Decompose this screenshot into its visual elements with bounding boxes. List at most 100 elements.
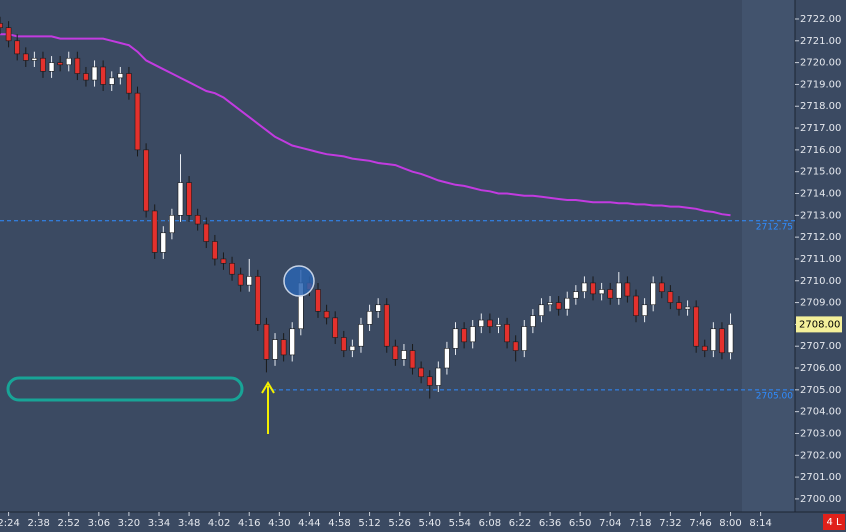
y-tick-label: 2701.00 bbox=[800, 472, 841, 483]
y-tick-label: 2706.00 bbox=[800, 363, 841, 374]
candle-body bbox=[564, 297, 571, 310]
candle-body bbox=[246, 276, 253, 286]
level-label: 2705.00 bbox=[756, 391, 793, 401]
x-tick-label: 6:36 bbox=[539, 518, 561, 529]
x-tick-label: 8:00 bbox=[719, 518, 741, 529]
candle-body bbox=[375, 304, 381, 312]
candle-body bbox=[160, 232, 167, 253]
candle-body bbox=[667, 291, 674, 303]
candle-body bbox=[538, 304, 545, 316]
y-tick-label: 2716.00 bbox=[800, 145, 841, 156]
highlight-circle bbox=[283, 265, 315, 297]
x-tick-label: 4:16 bbox=[238, 518, 260, 529]
candle-body bbox=[143, 149, 149, 212]
y-tick-label: 2710.00 bbox=[800, 276, 841, 287]
future-area bbox=[742, 0, 795, 512]
level-label: 2712.75 bbox=[756, 222, 793, 232]
x-tick-label: 6:08 bbox=[479, 518, 501, 529]
x-tick-label: 3:20 bbox=[118, 518, 140, 529]
y-tick-label: 2703.00 bbox=[800, 428, 841, 439]
candle-body bbox=[48, 62, 55, 72]
x-tick-label: 4:02 bbox=[208, 518, 230, 529]
candle-body bbox=[358, 324, 364, 347]
candle-body bbox=[426, 376, 433, 386]
badge-box bbox=[823, 514, 845, 530]
candle-body bbox=[134, 92, 141, 151]
y-tick-label: 2719.00 bbox=[800, 79, 841, 90]
candle-body bbox=[366, 311, 373, 325]
y-tick-label: 2714.00 bbox=[800, 188, 841, 199]
x-tick-label: 5:40 bbox=[418, 518, 440, 529]
candle-body bbox=[5, 27, 12, 42]
y-tick-label: 2704.00 bbox=[800, 407, 841, 418]
candle-body bbox=[14, 40, 20, 55]
candle-body bbox=[701, 345, 708, 351]
arrow-head bbox=[261, 381, 275, 394]
candle-body bbox=[727, 324, 734, 354]
y-tick-label: 2711.00 bbox=[800, 254, 841, 265]
x-tick-label: 3:34 bbox=[148, 518, 170, 529]
candle-body bbox=[22, 53, 29, 61]
x-tick-label: 4:30 bbox=[268, 518, 290, 529]
candle-body bbox=[719, 328, 725, 354]
candle-body bbox=[684, 306, 691, 310]
candle-body bbox=[237, 273, 244, 286]
plot bbox=[0, 16, 795, 399]
x-tick-label: 3:48 bbox=[178, 518, 200, 529]
candle-body bbox=[418, 367, 424, 378]
x-tick-label: 5:54 bbox=[449, 518, 471, 529]
candle-body bbox=[212, 241, 218, 260]
candle-body bbox=[607, 289, 614, 299]
candle-body bbox=[693, 306, 699, 347]
y-tick-label: 2700.00 bbox=[800, 494, 841, 505]
candle-body bbox=[229, 263, 235, 275]
y-tick-label: 2721.00 bbox=[800, 36, 841, 47]
candle-body bbox=[315, 289, 321, 312]
y-tick-label: 2718.00 bbox=[800, 101, 841, 112]
candle-body bbox=[349, 345, 356, 351]
candle-body bbox=[255, 276, 261, 325]
candle-body bbox=[624, 282, 631, 297]
candle-body bbox=[177, 182, 184, 216]
candle-body bbox=[478, 319, 485, 327]
candle-body bbox=[590, 282, 596, 295]
candle-body bbox=[57, 62, 63, 66]
candle-body bbox=[117, 73, 124, 79]
candle-body bbox=[555, 302, 562, 310]
y-tick-label: 2702.00 bbox=[800, 450, 841, 461]
candle-body bbox=[83, 73, 89, 81]
candle-body bbox=[461, 328, 467, 343]
candle-body bbox=[272, 339, 278, 360]
candle-body bbox=[74, 57, 81, 74]
y-tick-label: 2712.00 bbox=[800, 232, 841, 243]
x-tick-label: 4:58 bbox=[328, 518, 350, 529]
candle-body bbox=[444, 348, 450, 369]
x-tick-label: 4:44 bbox=[298, 518, 320, 529]
candle-body bbox=[598, 289, 605, 295]
y-tick-label: 2715.00 bbox=[800, 167, 841, 178]
x-tick-label: 7:32 bbox=[659, 518, 681, 529]
y-tick-label: 2705.00 bbox=[800, 385, 841, 396]
candle-body bbox=[512, 341, 519, 351]
x-tick-label: 5:12 bbox=[358, 518, 380, 529]
candle-body bbox=[169, 215, 175, 234]
candle-body bbox=[452, 328, 459, 349]
candle-body bbox=[658, 282, 665, 292]
candle-body bbox=[504, 324, 510, 343]
candle-body bbox=[289, 328, 296, 356]
candle-body bbox=[495, 324, 502, 327]
last-price-box bbox=[796, 316, 842, 333]
candle-body bbox=[186, 182, 192, 216]
candle-body bbox=[108, 77, 115, 85]
candle-body bbox=[676, 302, 682, 310]
x-tick-label: 2:38 bbox=[27, 518, 49, 529]
candle-body bbox=[641, 304, 648, 316]
x-tick-label: 2:52 bbox=[58, 518, 80, 529]
badge-label: 4 L bbox=[826, 517, 842, 528]
x-tick-label: 6:22 bbox=[509, 518, 531, 529]
last-price-label: 2708.00 bbox=[799, 319, 840, 330]
x-tick-label: 3:06 bbox=[88, 518, 110, 529]
x-tick-label: 7:18 bbox=[629, 518, 651, 529]
candle-body bbox=[151, 210, 158, 253]
